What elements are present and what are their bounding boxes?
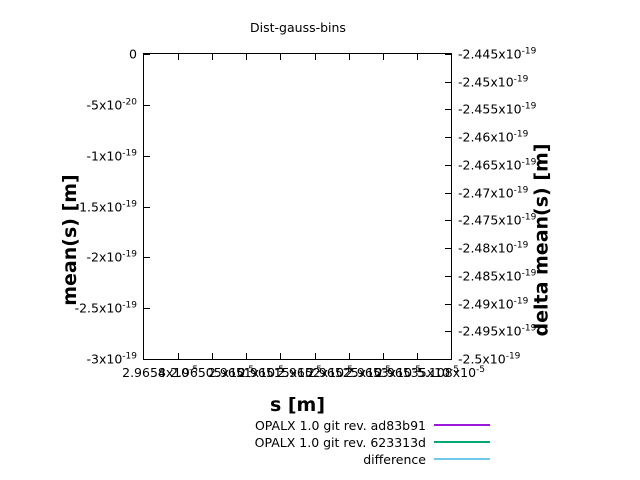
legend-color-swatch (434, 458, 490, 460)
y-tick-mark-right (445, 165, 451, 166)
x-tick-mark-bottom (417, 353, 418, 359)
y-tick-label-left: -1.5x10-19 (74, 199, 137, 215)
y-tick-mark-right (445, 54, 451, 55)
legend-label: OPALX 1.0 git rev. 623313d (254, 434, 426, 450)
legend-item[interactable]: OPALX 1.0 git rev. 623313d (150, 434, 490, 450)
legend-item[interactable]: difference (150, 451, 490, 467)
y-tick-label-right: -2.465x10-19 (458, 157, 537, 173)
y-tick-mark-right (445, 359, 451, 360)
legend-color-swatch (434, 441, 490, 443)
y-tick-label-left: -1x10-19 (86, 148, 137, 164)
x-tick-label: 2.96525x10-5 (307, 364, 391, 380)
x-tick-label: 2.9652x10-5 (276, 364, 354, 380)
chart-legend: OPALX 1.0 git rev. ad83b91 OPALX 1.0 git… (150, 417, 490, 468)
x-tick-mark-bottom (349, 353, 350, 359)
x-tick-label: 2.9653x10-5 (344, 364, 422, 380)
y-tick-mark-right (445, 248, 451, 249)
x-axis-title: s [m] (269, 394, 326, 416)
x-tick-mark-bottom (280, 353, 281, 359)
x-tick-label: 2.96505x10-5 (170, 364, 254, 380)
y-tick-mark-right (445, 220, 451, 221)
x-tick-mark-top (212, 54, 213, 60)
x-tick-label: 2.9654 (122, 365, 166, 380)
legend-label: difference (363, 451, 426, 467)
legend-color-swatch (434, 424, 490, 426)
x-tick-mark-bottom (178, 353, 179, 359)
y-tick-mark-left (144, 54, 150, 55)
x-tick-mark-bottom (212, 353, 213, 359)
y-tick-label-left: 0 (129, 46, 137, 62)
y-tick-label-right: -2.495x10-19 (458, 323, 537, 339)
y-tick-label-right: -2.455x10-19 (458, 101, 537, 117)
y-tick-label-right: -2.5x10-19 (458, 351, 521, 367)
x-tick-mark-top (178, 54, 179, 60)
y-tick-mark-left (144, 308, 150, 309)
y-tick-label-right: -2.49x10-19 (458, 296, 529, 312)
y-tick-label-right: -2.445x10-19 (458, 46, 537, 62)
y-tick-label-right: -2.47x10-19 (458, 185, 529, 201)
y-tick-label-right: -2.48x10-19 (458, 240, 529, 256)
y-tick-label-left: -2.5x10-19 (74, 300, 137, 316)
y-tick-label-left: -5x10-20 (86, 97, 137, 113)
x-tick-label: 2.9651x10-5 (207, 364, 285, 380)
x-tick-label: 8x10-5 (157, 364, 199, 380)
y-tick-label-right: -2.475x10-19 (458, 212, 537, 228)
legend-item[interactable]: OPALX 1.0 git rev. ad83b91 (150, 417, 490, 433)
x-tick-mark-top (280, 54, 281, 60)
y-axis-title-left: mean(s) [m] (58, 174, 81, 306)
x-tick-mark-top (349, 54, 350, 60)
x-tick-mark-bottom (246, 353, 247, 359)
y-tick-label-left: -2x10-19 (86, 249, 137, 265)
y-tick-mark-right (445, 82, 451, 83)
y-tick-mark-right (445, 193, 451, 194)
y-tick-label-left: -3x10-19 (86, 351, 137, 367)
x-tick-mark-top (246, 54, 247, 60)
y-tick-mark-left (144, 257, 150, 258)
y-tick-label-right: -2.485x10-19 (458, 268, 537, 284)
x-tick-label: 2.96515x10-5 (238, 364, 322, 380)
x-tick-label: 5.108x10-5 (416, 364, 486, 380)
y-tick-label-right: -2.46x10-19 (458, 129, 529, 145)
x-tick-mark-top (383, 54, 384, 60)
y-tick-mark-right (445, 109, 451, 110)
x-tick-label: 2.96535x10-5 (375, 364, 459, 380)
y-tick-mark-right (445, 276, 451, 277)
chart-title: Dist-gauss-bins (250, 20, 346, 35)
plot-area: 0 -5x10-20 -1x10-19 -1.5x10-19 -2x10-19 -2.5x… (75, 47, 537, 381)
x-tick-mark-top (315, 54, 316, 60)
x-tick-mark-bottom (315, 353, 316, 359)
plot-frame: 0 -5x10-20 -1x10-19 -1.5x10-19 -2x10-19 -2.5x… (75, 47, 537, 381)
x-tick-mark-top (417, 54, 418, 60)
y-tick-mark-right (445, 137, 451, 138)
y-tick-mark-left (144, 156, 150, 157)
y-tick-mark-left (144, 359, 150, 360)
legend-label: OPALX 1.0 git rev. ad83b91 (254, 417, 426, 433)
y-tick-label-right: -2.45x10-19 (458, 74, 529, 90)
y-tick-mark-right (445, 331, 451, 332)
x-tick-mark-bottom (383, 353, 384, 359)
y-tick-mark-left (144, 105, 150, 106)
y-tick-mark-right (445, 304, 451, 305)
y-tick-mark-left (144, 207, 150, 208)
